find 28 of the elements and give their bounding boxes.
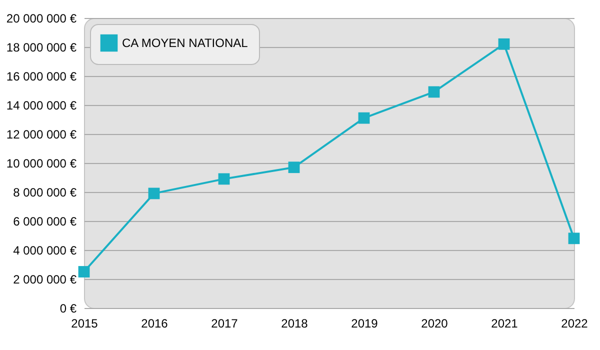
y-tick-label: 18 000 000 € (6, 40, 77, 54)
y-tick-label: 10 000 000 € (6, 156, 77, 170)
y-tick-label: 14 000 000 € (6, 98, 77, 112)
point (288, 162, 300, 174)
x-tick-label: 2018 (281, 316, 308, 330)
x-tick-label: 2020 (421, 316, 448, 330)
y-tick-label: 20 000 000 € (6, 12, 77, 26)
x-tick-label: 2017 (211, 316, 238, 330)
y-tick-label: 12 000 000 € (6, 128, 77, 142)
point (358, 112, 370, 124)
x-tick-label: 2019 (351, 316, 378, 330)
y-tick-label: 0 € (60, 302, 77, 316)
y-tick-label: 16 000 000 € (6, 70, 77, 84)
x-tick-label: 2022 (561, 316, 588, 330)
x-tick-label: 2021 (491, 316, 518, 330)
point (148, 188, 160, 200)
y-tick-label: 4 000 000 € (13, 244, 77, 258)
x-tick-label: 2016 (141, 316, 168, 330)
x-tick-label: 2015 (71, 316, 98, 330)
y-tick-label: 8 000 000 € (13, 186, 77, 200)
y-tick-label: 2 000 000 € (13, 272, 77, 286)
point (78, 266, 90, 278)
point (568, 232, 580, 244)
legend-label: CA MOYEN NATIONAL (122, 36, 248, 50)
point (428, 86, 440, 98)
point (218, 173, 230, 185)
point (498, 38, 510, 50)
y-tick-label: 6 000 000 € (13, 214, 77, 228)
